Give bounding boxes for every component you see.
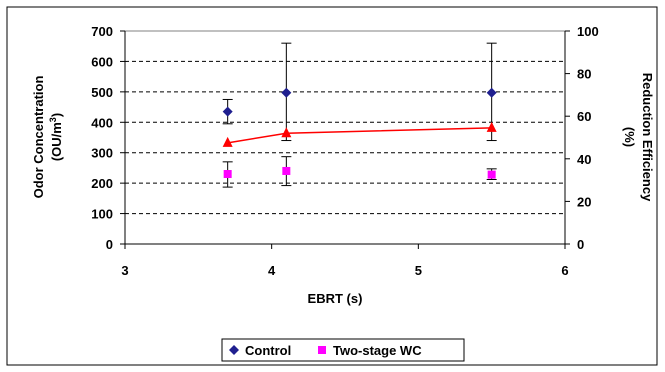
control-point-1 [281,87,292,98]
twostage-point-2 [487,170,496,179]
y-right-tick-label: 20 [577,194,591,209]
y-right-title-line2: (%) [622,127,637,147]
y-left-tick-label: 200 [91,176,113,191]
y-right-tick-label: 0 [577,237,584,252]
legend-control-label: Control [245,343,291,358]
y-left-unit-prefix: (OU/m [49,122,64,161]
y-left-tick-label: 500 [91,85,113,100]
efficiency-point-2 [486,121,497,132]
y-left-tick-label: 600 [91,54,113,69]
y-left-title-line2: (OU/m3) [48,113,64,161]
x-tick-label: 3 [121,263,128,278]
x-tick-label: 6 [561,263,568,278]
y-right-tick-label: 100 [577,24,599,39]
efficiency-point-1 [281,127,292,138]
y-right-title-line1: Reduction Efficiency [640,73,655,202]
y-left-axis-title: Odor Concentration (OU/m3) [31,76,64,199]
y-right-axis-title: Reduction Efficiency (%) [622,73,655,202]
y-left-tick-label: 400 [91,115,113,130]
control-point-2 [486,87,497,98]
y-right-tick-label: 60 [577,109,591,124]
legend-control-marker [229,345,239,355]
y-left-title-line1: Odor Concentration [31,76,46,199]
efficiency-point-0 [222,136,233,147]
control-point-0 [222,106,233,117]
legend-twostage-marker [318,346,326,354]
legend-box [221,338,465,362]
y-right-tick-label: 80 [577,67,591,82]
chart-border [6,6,658,366]
axes [120,30,570,249]
legend: Control Two-stage WC [221,338,465,362]
x-axis-title: EBRT (s) [308,291,363,306]
x-tick-label: 4 [268,263,276,278]
y-right-tick-label: 40 [577,152,591,167]
data-marks [222,42,497,188]
legend-twostage-label: Two-stage WC [333,343,422,358]
twostage-point-1 [282,166,291,175]
y-left-tick-label: 300 [91,146,113,161]
y-left-tick-label: 0 [106,237,113,252]
x-tick-label: 5 [415,263,422,278]
y-left-unit-suffix: ) [49,113,64,117]
y-left-tick-label: 700 [91,24,113,39]
twostage-point-0 [223,170,232,179]
y-left-tick-label: 100 [91,207,113,222]
y-left-unit-sup: 3 [48,117,58,122]
